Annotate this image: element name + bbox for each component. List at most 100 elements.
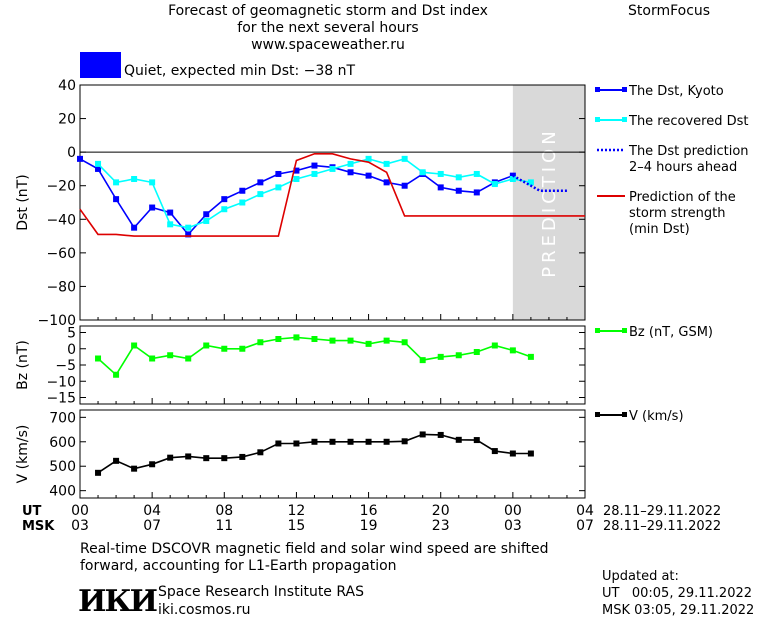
data-point: [203, 211, 210, 218]
data-point: [185, 231, 192, 238]
data-point: [401, 339, 408, 346]
series-line: [97, 336, 532, 377]
y-tick-label: 20: [58, 112, 76, 128]
bz-series: [95, 334, 534, 378]
legend-marker: [595, 117, 600, 122]
data-point: [365, 438, 372, 445]
data-point: [329, 438, 336, 445]
series-line: [512, 174, 567, 193]
series-line: [97, 158, 532, 229]
data-point: [365, 172, 372, 179]
dst-legend: The Dst, Kyoto The recovered Dst The Dst p…: [595, 84, 749, 237]
data-point: [455, 187, 462, 194]
legend-label: The recovered Dst: [628, 114, 748, 129]
v-legend: V (km/s): [595, 409, 684, 424]
iki-logo: ИКИ: [78, 584, 158, 619]
data-point: [239, 199, 246, 206]
data-point: [203, 455, 210, 462]
website-link[interactable]: www.spaceweather.ru: [251, 37, 405, 53]
bz-axis: 50−5−10−15 Bz (nT): [15, 326, 586, 407]
data-point: [221, 206, 228, 213]
y-axis-title: Dst (nT): [15, 174, 31, 230]
data-point: [239, 187, 246, 194]
data-point: [131, 224, 138, 231]
y-tick-label: 700: [49, 410, 76, 426]
ut-row-label: UT: [22, 504, 42, 519]
data-point: [401, 182, 408, 189]
data-point: [185, 355, 192, 362]
data-point: [527, 179, 534, 186]
prediction-label: PREDICTION: [539, 127, 560, 277]
footer-note-line2: forward, accounting for L1-Earth propaga…: [80, 558, 397, 574]
data-point: [185, 224, 192, 231]
data-point: [347, 169, 354, 176]
panel-v: 700 600 500 400 V (km/s) V (km/s): [15, 409, 684, 500]
data-point: [455, 436, 462, 443]
data-point: [311, 162, 318, 169]
data-point: [239, 453, 246, 460]
data-point: [203, 342, 210, 349]
data-point: [95, 355, 102, 362]
msk-tick-label: 03: [71, 518, 89, 534]
data-point: [275, 170, 282, 177]
institute-site[interactable]: iki.cosmos.ru: [158, 602, 251, 618]
data-point: [293, 334, 300, 341]
data-point: [509, 176, 516, 182]
ut-tick-label: 12: [288, 503, 306, 519]
y-axis-title: Bz (nT): [15, 340, 31, 390]
y-tick-label: 0: [67, 145, 76, 161]
data-point: [293, 440, 300, 447]
data-point: [131, 176, 138, 182]
updated-msk: MSK 03:05, 29.11.2022: [602, 603, 755, 618]
data-point: [167, 454, 174, 461]
legend-label: 2–4 hours ahead: [629, 160, 737, 175]
data-point: [239, 345, 246, 352]
panel-bz: 50−5−10−15 Bz (nT) Bz (nT, GSM): [15, 325, 713, 407]
y-tick-label: 400: [49, 484, 76, 500]
legend-label: The Dst prediction: [628, 144, 749, 159]
legend-marker: [622, 412, 627, 417]
data-point: [419, 169, 426, 176]
legend-label: Bz (nT, GSM): [629, 325, 713, 340]
msk-tick-label: 23: [432, 518, 450, 534]
data-point: [149, 179, 156, 186]
data-point: [221, 345, 228, 352]
data-point: [383, 179, 390, 186]
data-point: [347, 438, 354, 445]
data-point: [95, 165, 102, 172]
status-label: Quiet, expected min Dst: −38 nT: [124, 63, 356, 79]
ut-tick-label: 08: [215, 503, 233, 519]
msk-date-range: 28.11–29.11.2022: [603, 519, 721, 534]
data-point: [329, 337, 336, 344]
y-tick-label: −40: [46, 212, 76, 228]
y-tick-label: 600: [49, 435, 76, 451]
institute-name: Space Research Institute RAS: [158, 584, 364, 600]
dst-axis: 40 20 0 −20 −40 −60 −80 −100 Dst (nT): [15, 78, 586, 329]
y-tick-label: −100: [38, 313, 76, 329]
legend-label: The Dst, Kyoto: [628, 84, 724, 99]
y-tick-label: −60: [46, 246, 76, 262]
data-point: [149, 461, 156, 468]
data-point: [473, 437, 480, 444]
data-point: [491, 181, 498, 188]
ut-tick-label: 00: [504, 503, 522, 519]
data-point: [383, 438, 390, 445]
v-axis: 700 600 500 400 V (km/s): [15, 410, 586, 500]
data-point: [401, 155, 408, 162]
data-point: [455, 174, 462, 181]
ut-tick-label: 16: [360, 503, 378, 519]
footer-note-line1: Real-time DSCOVR magnetic field and sola…: [80, 541, 549, 557]
legend-marker: [595, 87, 600, 92]
data-point: [401, 438, 408, 445]
updated-ut: UT 00:05, 29.11.2022: [602, 586, 753, 601]
data-point: [257, 191, 264, 198]
dst-series: [77, 153, 585, 238]
data-point: [365, 155, 372, 162]
ut-tick-label: 20: [432, 503, 450, 519]
data-point: [311, 438, 318, 445]
data-point: [185, 453, 192, 460]
legend-label: V (km/s): [629, 409, 684, 424]
data-point: [473, 189, 480, 196]
y-tick-label: −20: [46, 179, 76, 195]
ut-date-range: 28.11–29.11.2022: [603, 504, 721, 519]
